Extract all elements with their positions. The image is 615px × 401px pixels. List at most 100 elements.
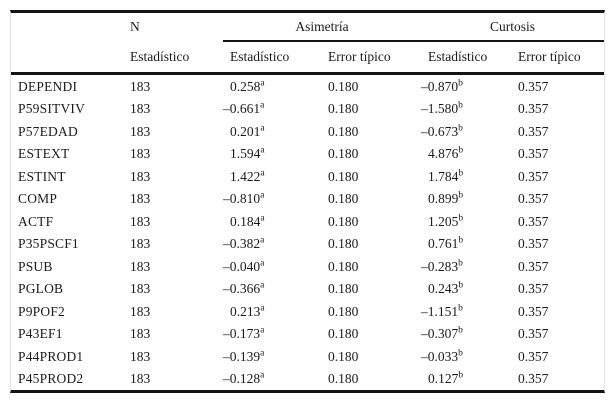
row-label-cell: P35PSCF1 [18,236,79,251]
row-label-cell: P9POF2 [18,303,65,319]
empty-corner-cell [11,13,123,41]
n-value-cell: 183 [130,213,151,229]
curtosis-statistic-cell: –0.283b [421,258,463,274]
row-label-cell: P43EF1 [18,326,63,341]
n-value-cell: 183 [130,258,151,274]
subheader-asimetria-estadistico: Estadístico [223,41,321,75]
footnote-marker: b [458,258,463,268]
curtosis-statistic-cell: –0.870b [421,78,463,94]
footnote-marker: a [260,78,265,88]
n-value-cell: 183 [130,191,151,206]
footnote-marker: b [458,123,463,133]
curtosis-error-cell: 0.357 [518,348,549,364]
row-label-cell: ESTINT [18,168,66,184]
n-value-cell: 183 [130,348,151,364]
footnote-marker: b [458,325,463,336]
subheader-curtosis-error-tipico: Error típico [511,41,605,75]
table-row: P45PROD2 183 –0.128a 0.180 0.127b 0.357 [11,368,604,391]
footnote-marker: b [458,280,464,291]
footnote-marker: a [260,370,265,381]
footnote-marker: a [260,325,265,336]
asimetria-statistic-cell: 0.258a [230,78,265,94]
asimetria-error-cell: 0.180 [328,303,359,319]
curtosis-error-cell: 0.357 [518,236,549,251]
curtosis-statistic-cell: –0.673b [421,123,463,139]
asimetria-statistic-cell: –0.810a [223,190,265,206]
asimetria-error-cell: 0.180 [328,213,359,229]
curtosis-statistic-cell: 4.876b [428,145,464,161]
footnote-marker: b [458,168,464,178]
asimetria-error-cell: 0.180 [328,258,359,274]
asimetria-statistic-cell: 0.213a [230,303,265,319]
asimetria-error-cell: 0.180 [328,78,359,94]
header-group-row: N Asimetría Curtosis [11,13,605,42]
asimetria-error-cell: 0.180 [328,146,359,161]
asimetria-statistic-cell: 1.594a [230,145,265,161]
asimetria-error-cell: 0.180 [328,191,359,206]
asimetria-statistic-cell: –0.366a [223,280,265,296]
table-header: N Asimetría Curtosis Estadístico Estadís… [11,13,605,75]
n-value-cell: 183 [130,303,151,319]
footnote-marker: a [260,213,265,223]
asimetria-statistic-cell: 0.201a [230,123,265,139]
n-value-cell: 183 [130,123,151,139]
table-row: P35PSCF1 183 –0.382a 0.180 0.761b 0.357 [11,233,604,256]
n-value-cell: 183 [130,101,151,116]
table-row: PGLOB 183 –0.366a 0.180 0.243b 0.357 [11,278,604,301]
n-value-cell: 183 [130,78,151,94]
footnote-marker: b [458,213,464,223]
n-value-cell: 183 [130,326,151,341]
footnote-marker: a [260,123,265,133]
row-label-cell: P45PROD2 [18,371,84,386]
curtosis-statistic-cell: 1.205b [428,213,464,229]
row-label-cell: P59SITVIV [18,101,86,116]
curtosis-statistic-cell: 0.899b [428,190,464,206]
footnote-marker: a [260,348,265,358]
asimetria-statistic-cell: –0.139a [223,348,265,364]
table-body: DEPENDI 183 0.258a 0.180 –0.870b 0.357 P59SITV… [11,74,604,391]
curtosis-statistic-cell: 1.784b [428,168,464,184]
asimetria-error-cell: 0.180 [328,168,359,184]
table-row: P9POF2 183 0.213a 0.180 –1.151b 0.357 [11,300,604,323]
subheader-asimetria-error-tipico: Error típico [321,41,421,75]
table-row: ESTINT 183 1.422a 0.180 1.784b 0.357 [11,165,604,188]
curtosis-error-cell: 0.357 [518,123,549,139]
footnote-marker: b [458,348,463,358]
asimetria-error-cell: 0.180 [328,371,359,386]
table-row: P59SITVIV 183 –0.661a 0.180 –1.580b 0.357 [11,98,604,121]
row-label-cell: P57EDAD [18,123,78,139]
curtosis-error-cell: 0.357 [518,191,549,206]
curtosis-error-cell: 0.357 [518,101,549,116]
footnote-marker: a [260,145,265,156]
curtosis-statistic-cell: –0.033b [421,348,463,364]
curtosis-error-cell: 0.357 [518,303,549,319]
asimetria-error-cell: 0.180 [328,326,359,341]
row-label-cell: ACTF [18,213,54,229]
asimetria-error-cell: 0.180 [328,101,359,116]
footnote-marker: a [260,190,265,201]
row-label-cell: ESTEXT [18,146,70,161]
n-value-cell: 183 [130,281,151,296]
asimetria-statistic-cell: –0.661a [223,100,265,116]
asimetria-error-cell: 0.180 [328,281,359,296]
asimetria-statistic-cell: 0.184a [230,213,265,229]
table-row: COMP 183 –0.810a 0.180 0.899b 0.357 [11,188,604,211]
row-label-cell: PGLOB [18,281,64,296]
subheader-curtosis-estadistico: Estadístico [421,41,511,75]
footnote-marker: b [458,100,463,111]
asimetria-statistic-cell: –0.173a [223,325,265,341]
footnote-marker: a [260,168,265,178]
row-label-cell: DEPENDI [18,78,78,94]
asimetria-error-cell: 0.180 [328,348,359,364]
descriptives-table: N Asimetría Curtosis Estadístico Estadís… [11,13,605,391]
table-row: DEPENDI 183 0.258a 0.180 –0.870b 0.357 [11,74,604,98]
column-header-n: N [130,19,140,35]
footnote-marker: b [458,303,463,313]
curtosis-error-cell: 0.357 [518,78,549,94]
footnote-marker: a [260,100,265,111]
curtosis-error-cell: 0.357 [518,258,549,274]
curtosis-error-cell: 0.357 [518,326,549,341]
curtosis-error-cell: 0.357 [518,281,549,296]
row-label-cell: P44PROD1 [18,348,84,364]
